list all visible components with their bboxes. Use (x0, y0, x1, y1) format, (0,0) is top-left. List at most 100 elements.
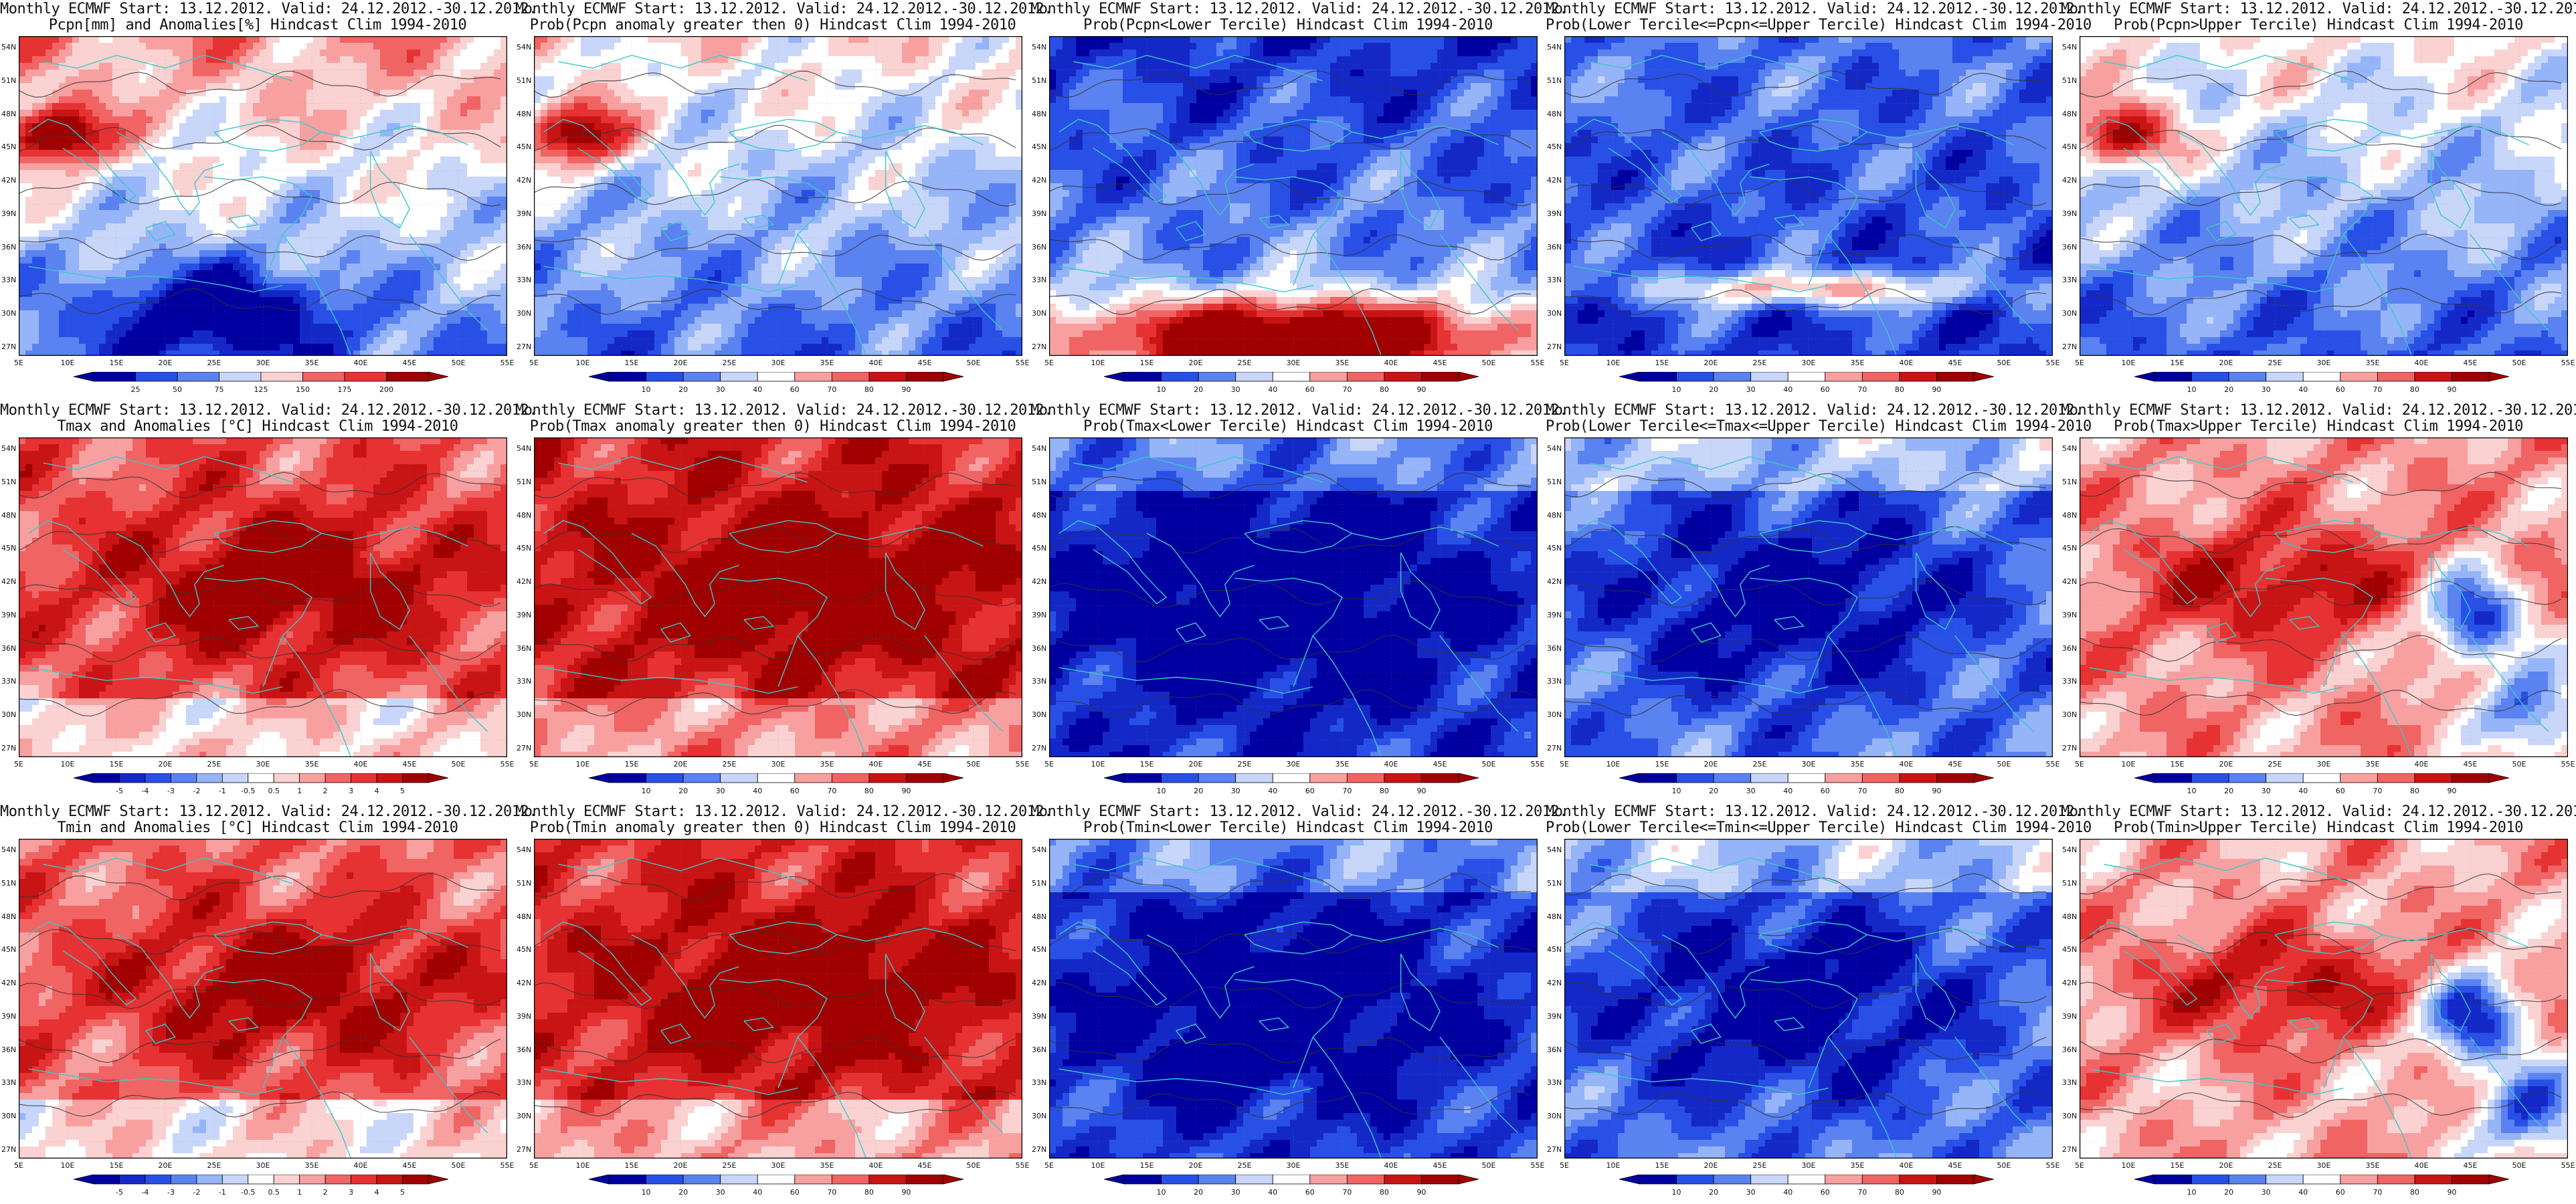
lat-tick-label: 54N (517, 43, 531, 52)
colorbar-label: 50 (173, 385, 182, 394)
lon-tick-label: 25E (1238, 359, 1252, 367)
lon-tick-label: 55E (500, 359, 515, 367)
lon-tick-label: 40E (1384, 359, 1398, 367)
lat-tick-label: 36N (1032, 243, 1046, 252)
lon-tick-label: 35E (1336, 1161, 1350, 1170)
lat-tick-label: 36N (1032, 644, 1046, 653)
panel-title-line1: Monthly ECMWF Start: 13.12.2012. Valid: … (2061, 1, 2576, 17)
lat-tick-label: 33N (1, 1078, 16, 1087)
lon-tick-label: 40E (1384, 1161, 1398, 1170)
lon-tick-label: 20E (1704, 1161, 1718, 1170)
colorbar-label: 90 (901, 1188, 911, 1197)
colorbar-label: 175 (338, 385, 352, 394)
graticule (2080, 36, 2568, 356)
shaded-field (1564, 839, 2053, 1159)
lon-tick-label: 50E (967, 359, 981, 367)
lat-tick-label: 51N (2062, 478, 2077, 486)
lat-tick-label: 39N (1547, 611, 1562, 619)
lat-tick-label: 27N (1, 1145, 16, 1154)
lon-tick-label: 45E (2464, 760, 2478, 769)
colorbar-label: 90 (1932, 1188, 1941, 1197)
contour-lines (19, 70, 501, 315)
colorbar-label: 40 (1783, 385, 1792, 394)
lat-tick-label: 30N (1547, 710, 1562, 719)
lon-tick-label: 10E (576, 760, 590, 769)
lon-tick-label: 15E (110, 1161, 124, 1170)
lon-tick-label: 30E (771, 1161, 786, 1170)
lon-tick-label: 10E (61, 359, 75, 367)
lon-tick-label: 35E (1851, 760, 1865, 769)
map-panel-p23: Monthly ECMWF Start: 13.12.2012. Valid: … (1546, 803, 2092, 1204)
colorbar-label: 70 (2373, 787, 2382, 795)
coastlines (2089, 857, 2549, 1159)
colorbar-label: 40 (753, 1188, 762, 1197)
lat-tick-label: 45N (1547, 544, 1562, 553)
colorbar-label: 3 (349, 1188, 353, 1197)
shaded-field (2080, 36, 2568, 356)
panel-title-line2: Prob(Tmin<Lower Tercile) Hindcast Clim 1… (1030, 820, 1546, 836)
colorbar-label: 40 (1268, 1188, 1277, 1197)
lon-tick-label: 25E (1753, 359, 1767, 367)
lon-tick-label: 50E (1482, 359, 1496, 367)
lat-tick-label: 33N (1, 276, 16, 284)
colorbar-label: 30 (1231, 1188, 1240, 1197)
lon-tick-label: 25E (207, 760, 221, 769)
plot-frame (19, 437, 507, 757)
colorbar-label: 70 (827, 385, 836, 394)
lon-tick-label: 25E (1753, 1161, 1767, 1170)
colorbar-label: 40 (2298, 1188, 2308, 1197)
lon-tick-label: 50E (452, 1161, 466, 1170)
lat-tick-label: 51N (1, 879, 16, 888)
lat-tick-label: 36N (1, 644, 16, 653)
colorbar-label: 80 (2410, 1188, 2419, 1197)
colorbar-label: 70 (2373, 385, 2382, 394)
lon-tick-label: 40E (1900, 359, 1914, 367)
panel-title-line1: Monthly ECMWF Start: 13.12.2012. Valid: … (0, 804, 537, 820)
lat-tick-label: 54N (1032, 845, 1046, 854)
colorbar-label: 4 (375, 787, 379, 795)
colorbar-label: -5 (116, 787, 123, 795)
colorbar-label: 4 (375, 1188, 379, 1197)
colorbar-label: 2 (323, 787, 328, 795)
coastlines (543, 456, 1004, 757)
panel-title-line2: Prob(Tmax<Lower Tercile) Hindcast Clim 1… (1030, 419, 1546, 435)
colorbar-label: 60 (2336, 385, 2345, 394)
colorbar-label: 40 (1783, 787, 1792, 795)
lat-tick-label: 36N (1547, 243, 1562, 252)
lat-tick-label: 54N (517, 845, 531, 854)
colorbar-label: 80 (864, 787, 874, 795)
colorbar-label: 20 (1709, 1188, 1718, 1197)
lon-tick-label: 30E (2317, 760, 2331, 769)
colorbar-label: 10 (642, 385, 651, 394)
colorbar-label: 90 (1932, 787, 1941, 795)
lat-tick-label: 27N (517, 1145, 531, 1154)
panel-title-line2: Prob(Tmin>Upper Tercile) Hindcast Clim 1… (2061, 820, 2576, 836)
plot-frame (19, 36, 507, 356)
lat-tick-label: 45N (517, 544, 531, 553)
colorbar-label: 80 (1895, 1188, 1904, 1197)
lon-tick-label: 50E (967, 760, 981, 769)
colorbar-label: 30 (1746, 1188, 1756, 1197)
lat-tick-label: 51N (2062, 76, 2077, 85)
lon-tick-label: 45E (1948, 1161, 1962, 1170)
colorbar-label: -2 (193, 1188, 200, 1197)
lat-tick-label: 33N (517, 276, 531, 284)
lon-tick-label: 5E (529, 359, 539, 367)
lon-tick-label: 35E (820, 1161, 834, 1170)
lat-tick-label: 39N (1032, 209, 1046, 218)
lon-tick-label: 15E (2171, 1161, 2185, 1170)
colorbar-label: -3 (167, 1188, 175, 1197)
lon-tick-label: 10E (1606, 359, 1621, 367)
lon-tick-label: 55E (2046, 359, 2060, 367)
lon-tick-label: 35E (2366, 760, 2380, 769)
lat-tick-label: 27N (1032, 744, 1046, 752)
lat-tick-label: 51N (1032, 478, 1046, 486)
lat-tick-label: 27N (2062, 342, 2077, 351)
map-plot (534, 437, 1022, 757)
lat-tick-label: 48N (1, 110, 16, 118)
lat-tick-label: 54N (1032, 444, 1046, 453)
colorbar: 10 20 30 40 60 70 80 90 (2134, 773, 2510, 800)
colorbar-label: 40 (753, 787, 762, 795)
lon-tick-label: 15E (1140, 1161, 1154, 1170)
lat-tick-label: 48N (1032, 110, 1046, 118)
